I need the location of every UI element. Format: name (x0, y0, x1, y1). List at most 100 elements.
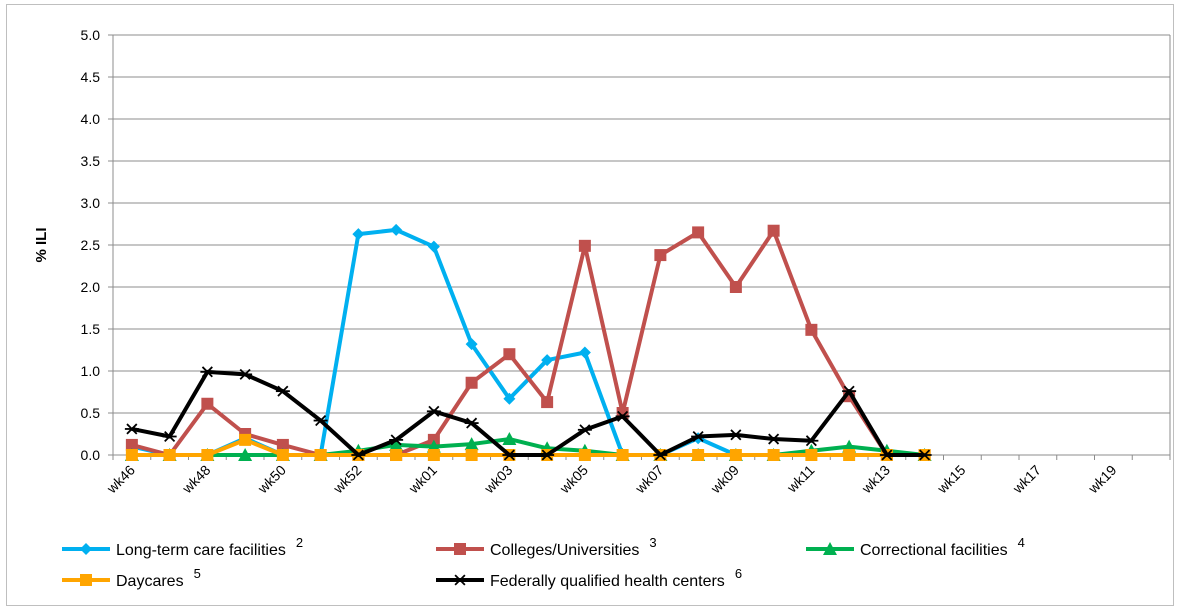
legend-label: Long-term care facilities (116, 542, 286, 559)
y-tick-label: 4.5 (81, 69, 101, 85)
legend-label: Daycares (116, 573, 184, 590)
legend-label: Colleges/Universities (490, 542, 639, 559)
data-point (654, 249, 667, 262)
data-point (766, 433, 781, 445)
chart-frame (6, 4, 1174, 606)
data-point (427, 240, 440, 253)
data-point (464, 417, 479, 429)
data-point (577, 424, 592, 436)
series-1 (125, 224, 931, 461)
legend-superscript: 5 (194, 566, 201, 581)
y-tick-label: 0.5 (81, 405, 101, 421)
data-point (729, 449, 742, 461)
data-point (578, 449, 591, 461)
data-point (314, 449, 327, 461)
data-point (879, 449, 894, 461)
legend-marker (454, 543, 466, 555)
data-point (804, 435, 819, 447)
data-point (465, 449, 478, 461)
data-point (238, 368, 253, 380)
data-point (201, 397, 214, 410)
y-tick-label: 4.0 (81, 111, 101, 127)
data-point (692, 226, 705, 239)
data-point (426, 405, 441, 417)
y-tick-label: 5.0 (81, 27, 101, 43)
legend-label: Federally qualified health centers (490, 573, 725, 590)
x-tick-label: wk17 (1009, 462, 1044, 497)
data-point (503, 348, 516, 361)
data-point (276, 438, 289, 451)
data-point (767, 449, 780, 461)
data-point (275, 385, 290, 397)
data-point (163, 449, 176, 461)
x-axis-ticks: wk46 wk48 wk50 wk52 wk01 wk03 wk05 wk07 wk09 wk11… (103, 455, 1171, 497)
data-point (540, 449, 555, 461)
x-tick-label: wk01 (405, 462, 440, 497)
data-point (805, 449, 818, 461)
x-tick-label: wk11 (783, 462, 818, 497)
x-tick-label: wk09 (707, 462, 742, 497)
data-point (352, 228, 365, 241)
legend: Long-term care facilities 2 Colleges/Unive… (62, 535, 1025, 590)
x-tick-label: wk48 (178, 462, 213, 497)
x-tick-label: wk05 (556, 462, 591, 497)
x-tick-label: wk19 (1084, 462, 1119, 497)
data-point (464, 437, 479, 451)
series-line (131, 228, 925, 457)
data-point (313, 415, 328, 427)
data-point (541, 396, 554, 409)
legend-superscript: 3 (649, 535, 656, 550)
x-tick-label: wk03 (480, 462, 515, 497)
data-point (767, 224, 780, 237)
data-point (238, 448, 253, 461)
series-line (131, 227, 925, 457)
legend-marker (823, 542, 837, 555)
data-point (125, 438, 138, 451)
data-point (390, 449, 403, 461)
data-point (805, 323, 818, 336)
y-tick-label: 2.5 (81, 237, 101, 253)
data-point (389, 437, 404, 451)
y-axis-ticks: 0.0 0.5 1.0 1.5 2.0 2.5 3.0 3.5 4.0 4.5 5.0 (81, 27, 113, 463)
data-point (541, 354, 554, 367)
x-tick-label: wk52 (329, 462, 364, 497)
series-line (131, 369, 925, 457)
data-point (162, 430, 177, 443)
x-tick-label: wk13 (858, 462, 893, 497)
x-tick-label: wk46 (103, 462, 138, 497)
y-tick-label: 2.0 (81, 279, 101, 295)
data-point (842, 385, 857, 397)
legend-superscript: 2 (296, 535, 303, 550)
series-4 (124, 366, 932, 461)
data-point (729, 281, 742, 293)
y-tick-label: 3.5 (81, 153, 101, 169)
legend-item: Correctional facilities 4 (806, 535, 1025, 559)
data-point (502, 449, 517, 461)
data-point (390, 223, 403, 236)
y-tick-label: 1.0 (81, 363, 101, 379)
data-point (389, 434, 404, 446)
x-tick-label: wk50 (254, 462, 289, 497)
data-point (843, 449, 856, 461)
data-point (691, 430, 706, 443)
data-point (728, 429, 743, 441)
data-point (578, 239, 591, 252)
legend-marker (80, 574, 92, 586)
data-point (502, 432, 517, 446)
data-point (351, 449, 366, 461)
y-tick-label: 3.0 (81, 195, 101, 211)
legend-item: Long-term care facilities 2 (62, 535, 303, 559)
gridlines (112, 34, 1171, 456)
data-point (276, 449, 289, 461)
data-point (125, 449, 138, 461)
data-point (201, 449, 214, 461)
legend-item: Daycares 5 (62, 566, 201, 590)
legend-item: Colleges/Universities 3 (436, 535, 657, 559)
series-line (131, 437, 925, 457)
data-point (578, 346, 591, 359)
y-tick-label: 1.5 (81, 321, 101, 337)
series-lines (124, 223, 932, 461)
data-point (616, 449, 629, 461)
y-axis-label: % ILI (33, 227, 50, 262)
